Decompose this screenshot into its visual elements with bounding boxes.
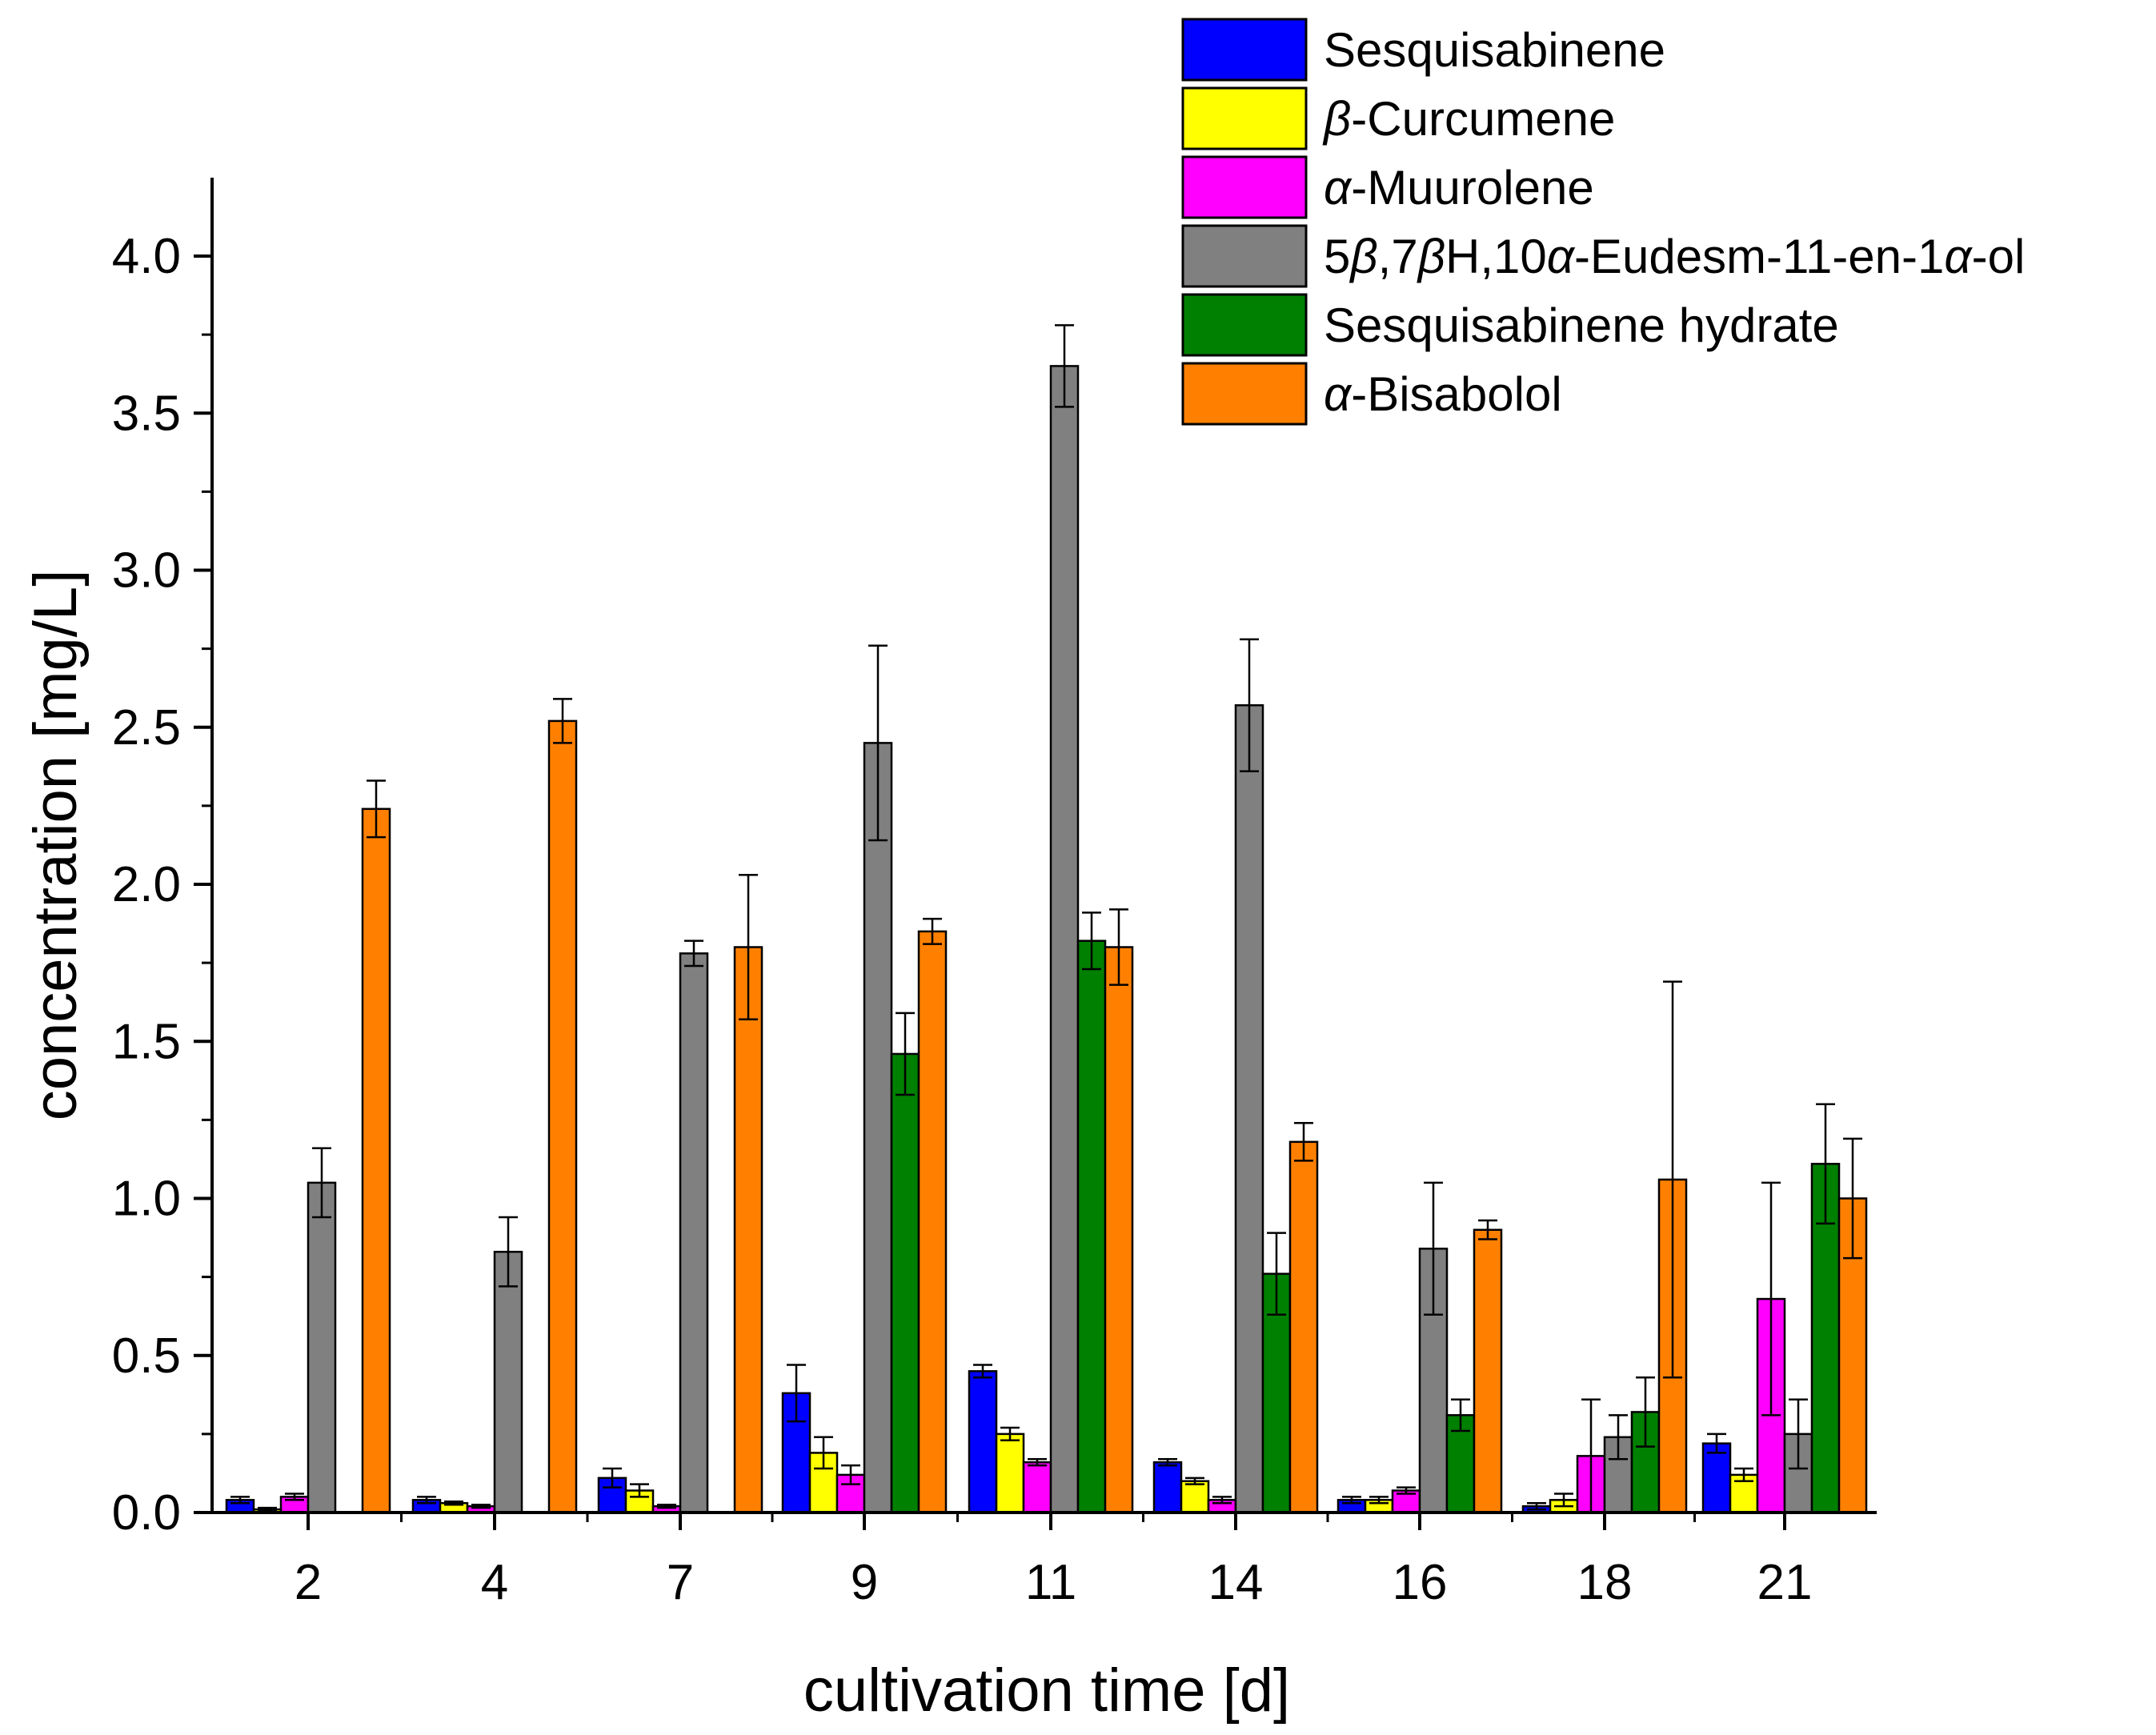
- bar: [1234, 704, 1264, 1514]
- bar-group-day-18: [1521, 980, 1688, 1514]
- legend-label: Sesquisabinene: [1324, 23, 1665, 77]
- legend-item: β-Curcumene: [1181, 86, 1615, 150]
- legend-item: Sesquisabinene: [1181, 18, 1665, 82]
- x-tick-label: 21: [1757, 1555, 1813, 1610]
- legend-item: Sesquisabinene hydrate: [1181, 293, 1839, 357]
- legend-label: Sesquisabinene hydrate: [1324, 299, 1839, 352]
- bar: [361, 807, 391, 1514]
- x-axis-title: cultivation time [d]: [803, 1657, 1290, 1725]
- bar: [890, 1052, 920, 1514]
- bar: [995, 1432, 1025, 1514]
- bar: [781, 1392, 812, 1514]
- bar: [1022, 1461, 1052, 1514]
- axes-layer: [210, 178, 1877, 1514]
- legend-swatch: [1181, 86, 1308, 150]
- legend-label: α-Muurolene: [1324, 161, 1594, 214]
- y-tick-label: 3.5: [112, 386, 181, 441]
- bar: [1049, 365, 1080, 1514]
- legend-swatch: [1181, 224, 1308, 288]
- bar: [1288, 1140, 1319, 1514]
- legend-item: α-Muurolene: [1181, 155, 1594, 219]
- bar-group-day-16: [1336, 1181, 1503, 1514]
- legend-swatch: [1181, 362, 1308, 426]
- bar: [1837, 1197, 1868, 1514]
- bar: [547, 719, 578, 1514]
- legend-item: 5β,7βH,10α-Eudesm-11-en-1α-ol: [1181, 224, 2025, 288]
- legend-swatch: [1181, 155, 1308, 219]
- bar: [1104, 946, 1134, 1514]
- y-tick-label: 2.0: [112, 857, 181, 912]
- bar: [679, 952, 709, 1514]
- y-tick-label: 3.0: [112, 543, 181, 599]
- y-tick-label: 0.5: [112, 1328, 181, 1384]
- bar: [863, 742, 893, 1514]
- x-tick-label: 7: [667, 1555, 694, 1610]
- bar: [307, 1181, 337, 1514]
- x-tick-label: 18: [1577, 1555, 1633, 1610]
- bar-group-day-14: [1152, 638, 1319, 1514]
- x-tick-label: 16: [1393, 1555, 1448, 1610]
- y-tick-label: 1.5: [112, 1014, 181, 1069]
- bar: [1152, 1461, 1183, 1514]
- y-tick-label: 1.0: [112, 1172, 181, 1227]
- x-tick-label: 4: [481, 1555, 508, 1610]
- x-tick-label: 2: [295, 1555, 322, 1610]
- x-tick-label: 9: [851, 1555, 878, 1610]
- x-tick-label: 11: [1025, 1555, 1076, 1610]
- legend-swatch: [1181, 18, 1308, 82]
- legend-label: α-Bisabolol: [1324, 367, 1562, 421]
- bar: [1076, 940, 1107, 1514]
- legend-swatch: [1181, 293, 1308, 357]
- bar: [917, 930, 948, 1514]
- bar: [733, 946, 763, 1514]
- bar: [1473, 1228, 1503, 1514]
- bar-group-day-21: [1701, 1103, 1868, 1514]
- bar-group-day-2: [225, 779, 391, 1514]
- x-tick-label: 14: [1208, 1555, 1264, 1610]
- bar-group-day-7: [597, 873, 763, 1514]
- bar: [493, 1250, 523, 1514]
- legend-item: α-Bisabolol: [1181, 362, 1562, 426]
- legend-label: 5β,7βH,10α-Eudesm-11-en-1α-ol: [1324, 230, 2025, 283]
- legend: Sesquisabinene β-Curcumene α-Muurolene 5β,7…: [1181, 18, 2025, 426]
- bar: [1180, 1480, 1210, 1514]
- y-tick-label: 2.5: [112, 700, 181, 755]
- bar: [968, 1370, 998, 1514]
- legend-label: β-Curcumene: [1322, 92, 1615, 146]
- ticks-layer: 0.0 0.5 1.0 1.5 2.0 2.5 3.0 3.5 4.0 2 4 7 9 11 14 16 18 2…: [112, 229, 1813, 1610]
- bar-group-day-9: [781, 644, 948, 1514]
- y-tick-label: 4.0: [112, 229, 181, 284]
- bar-group-day-4: [411, 698, 578, 1514]
- bars-layer: [225, 324, 1868, 1514]
- y-axis-title: concentration [mg/L]: [22, 570, 90, 1121]
- y-tick-label: 0.0: [112, 1485, 181, 1541]
- bar-group-day-11: [968, 324, 1134, 1514]
